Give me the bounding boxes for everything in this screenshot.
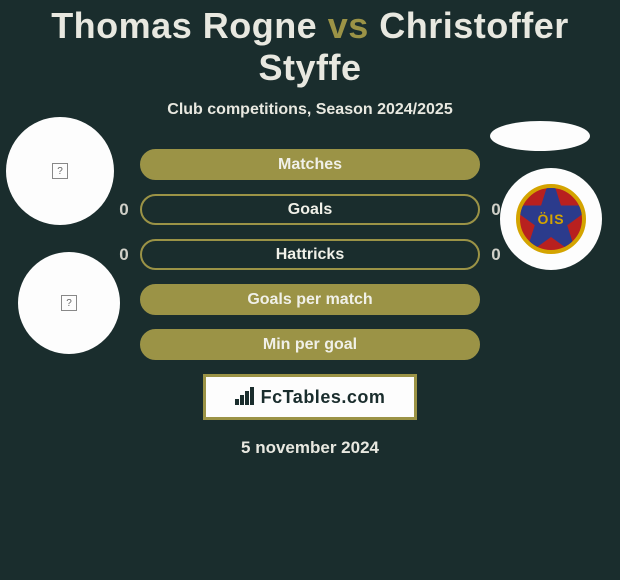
- stat-label: Goals: [288, 201, 332, 219]
- stat-right-value: 0: [480, 245, 512, 265]
- brand-box[interactable]: FcTables.com: [203, 374, 417, 420]
- player1-name: Thomas Rogne: [51, 5, 317, 46]
- stat-left-value: 0: [108, 245, 140, 265]
- comparison-title: Thomas Rogne vs Christoffer Styffe: [0, 5, 620, 89]
- stats-table: Matches 0 Goals 0 0 Hattricks 0 Goals pe…: [0, 149, 620, 360]
- date-text: 5 november 2024: [0, 438, 620, 458]
- stat-row: 0 Goals 0: [10, 194, 610, 225]
- stat-pill: Goals: [140, 194, 480, 225]
- stat-label: Min per goal: [263, 336, 357, 354]
- brand-text: FcTables.com: [261, 387, 386, 408]
- stat-label: Hattricks: [276, 246, 344, 264]
- stat-row: Min per goal: [10, 329, 610, 360]
- stat-left-value: 0: [108, 200, 140, 220]
- stat-pill: Goals per match: [140, 284, 480, 315]
- stat-pill: Hattricks: [140, 239, 480, 270]
- stat-row: 0 Hattricks 0: [10, 239, 610, 270]
- player2-avatar: [490, 121, 590, 151]
- header: Thomas Rogne vs Christoffer Styffe Club …: [0, 0, 620, 119]
- stat-row: Matches: [10, 149, 610, 180]
- stat-row: Goals per match: [10, 284, 610, 315]
- stat-label: Matches: [278, 156, 342, 174]
- stat-label: Goals per match: [247, 291, 372, 309]
- subtitle: Club competitions, Season 2024/2025: [0, 101, 620, 119]
- stat-pill: Min per goal: [140, 329, 480, 360]
- stat-right-value: 0: [480, 200, 512, 220]
- stat-pill: Matches: [140, 149, 480, 180]
- vs-text: vs: [328, 5, 369, 46]
- bars-icon: [235, 389, 255, 405]
